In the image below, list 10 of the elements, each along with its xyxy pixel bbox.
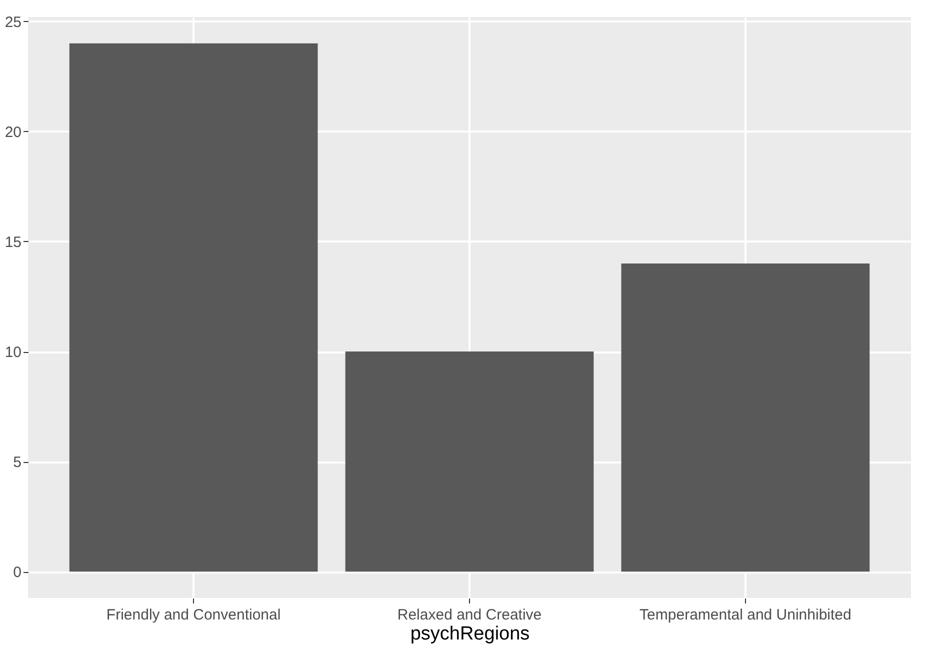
y-tick-label: 25 [4, 14, 22, 31]
x-tick-label: Friendly and Conventional [106, 606, 281, 624]
x-tick-label: Relaxed and Creative [397, 606, 542, 624]
y-tick-label: 0 [13, 564, 22, 582]
y-tick-label: 10 [4, 344, 22, 362]
x-tick-label: Temperamental and Uninhibited [640, 606, 852, 624]
x-axis-title: psychRegions [410, 624, 530, 644]
y-tick-label: 15 [4, 234, 22, 251]
y-tick-label: 20 [4, 124, 22, 141]
y-tick-label: 5 [13, 454, 22, 472]
